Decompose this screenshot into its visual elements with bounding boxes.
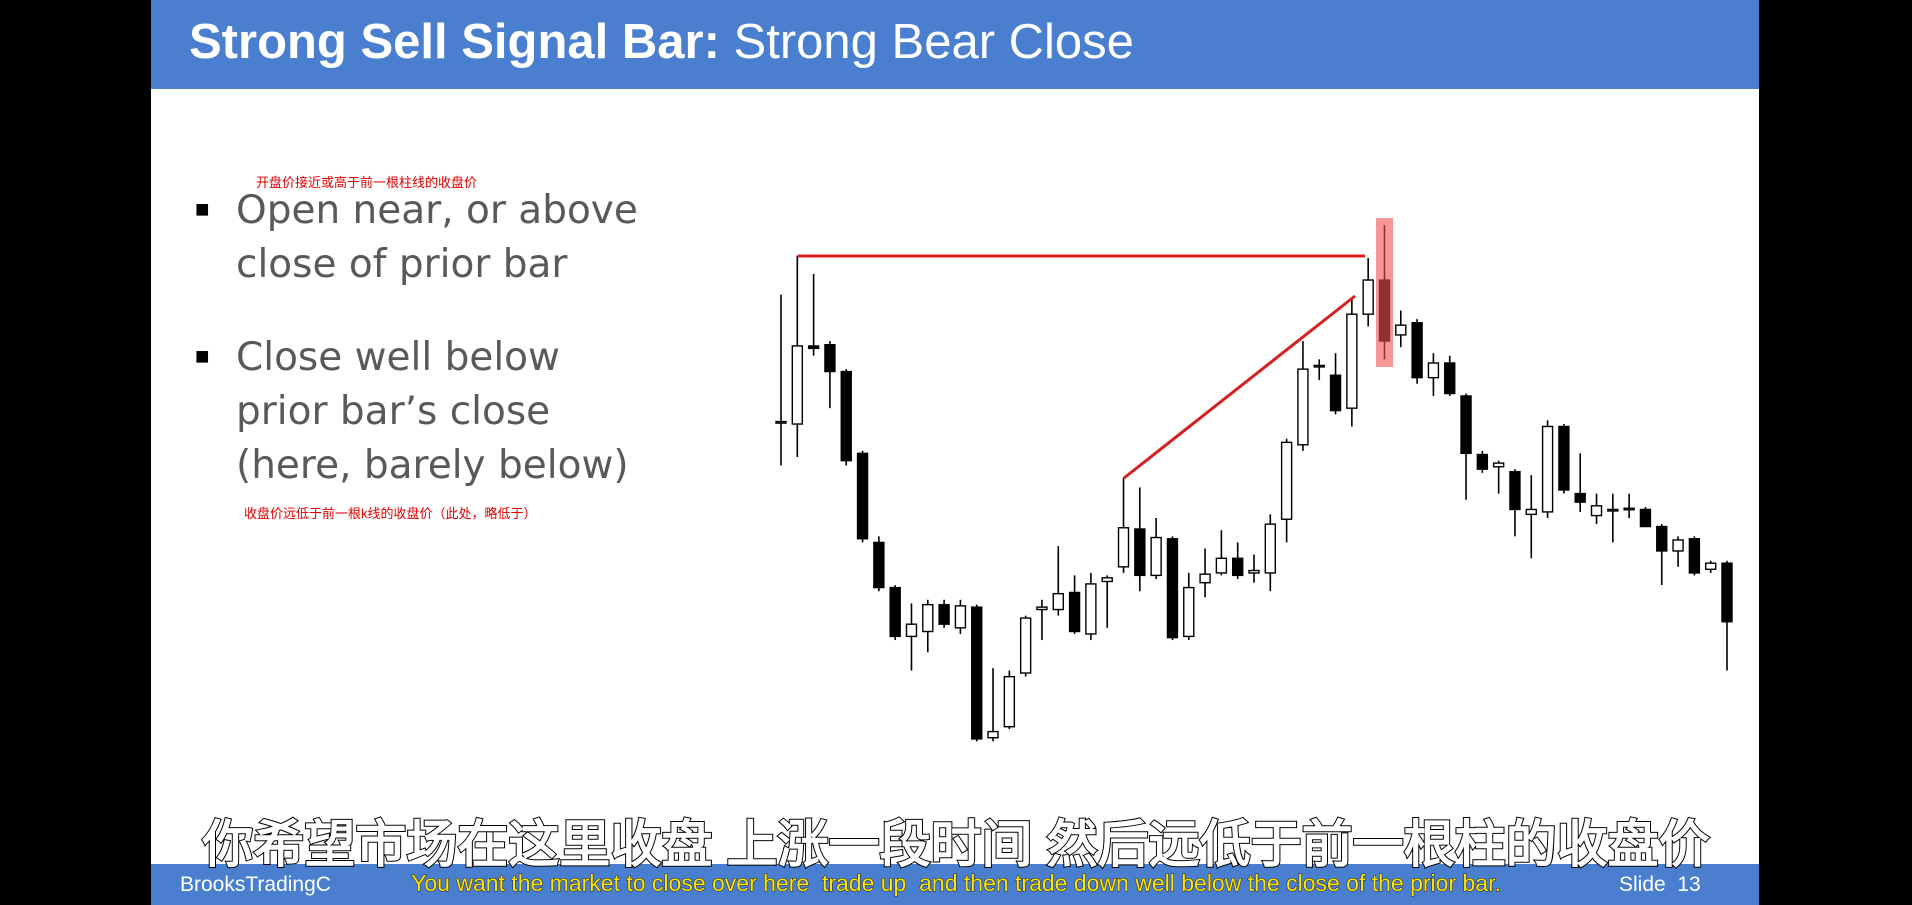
- candle-body: [1460, 395, 1472, 455]
- candle-body: [856, 452, 869, 540]
- candle-body: [1509, 470, 1521, 511]
- slide-number: Slide 13: [1619, 873, 1701, 896]
- candle-body: [1297, 368, 1309, 446]
- candle-body: [971, 606, 983, 740]
- slide: Strong Sell Signal Bar: Strong Bear Clos…: [151, 0, 1759, 905]
- candle-body: [1704, 562, 1717, 570]
- footer: BrooksTradingC Slide 13: [151, 864, 1759, 905]
- bullet-text: (here, barely below): [236, 443, 629, 488]
- candle-body: [1574, 492, 1586, 503]
- candle-body: [1313, 364, 1325, 368]
- subtitle-zh: 你希望市场在这里收盘 上涨一段时间 然后远低于前一根柱的收盘价: [201, 815, 1710, 874]
- candle-body: [1068, 591, 1081, 633]
- title-rest: Strong Bear Close: [733, 15, 1134, 69]
- candle-body: [1134, 528, 1146, 577]
- candle-body: [1329, 374, 1342, 412]
- candle-body: [1280, 441, 1293, 520]
- candle-body: [1019, 617, 1032, 674]
- candle-body: [922, 603, 934, 633]
- candle-body: [1166, 538, 1179, 639]
- candle-body: [1541, 425, 1554, 513]
- candle-body: [807, 345, 820, 350]
- candle-body: [1003, 675, 1016, 728]
- candle-body: [1656, 525, 1668, 552]
- candle-body: [791, 345, 804, 425]
- highlight-box: [1376, 218, 1393, 367]
- title-bar: Strong Sell Signal Bar: Strong Bear Clos…: [151, 0, 1759, 89]
- candle-body: [1395, 324, 1407, 336]
- bullet-text: Close well below: [236, 335, 560, 380]
- bullet-text: Open near, or above: [236, 188, 638, 233]
- candle-body: [824, 344, 836, 373]
- candle-body: [1427, 362, 1440, 379]
- candle-body: [1215, 557, 1228, 574]
- candle-body: [1672, 539, 1684, 552]
- candle-body: [1248, 569, 1260, 574]
- candle-body: [1346, 313, 1358, 409]
- candle-body: [775, 420, 787, 424]
- candle-body: [889, 586, 901, 638]
- candle-body: [1362, 279, 1374, 315]
- candle-body: [1117, 527, 1130, 568]
- candle-body: [1085, 583, 1097, 635]
- candle-body: [1444, 362, 1456, 395]
- candle-body: [1607, 508, 1619, 512]
- bullet-marker: ■: [195, 343, 210, 370]
- candle-body: [1231, 557, 1244, 577]
- candle-body: [1150, 536, 1162, 577]
- candle-body: [1476, 453, 1489, 470]
- candle-body: [1688, 538, 1701, 574]
- candle-body: [1492, 462, 1505, 468]
- title-bold: Strong Sell Signal Bar:: [189, 15, 720, 69]
- bullet-text: prior bar’s close: [236, 389, 551, 434]
- candle-body: [905, 623, 918, 638]
- candle-body: [938, 603, 950, 625]
- bullet-marker: ■: [195, 196, 210, 223]
- candle-body: [1264, 523, 1277, 574]
- candle-body: [987, 730, 999, 739]
- title: Strong Sell Signal Bar: Strong Bear Clos…: [189, 14, 1134, 70]
- subtitle-en: You want the market to close over here t…: [411, 870, 1502, 897]
- candle-body: [873, 541, 885, 589]
- candle-body: [1036, 606, 1048, 611]
- note: 开盘价接近或高于前一根柱线的收盘价: [256, 175, 478, 190]
- brand: BrooksTradingC: [180, 873, 331, 896]
- trend-line: [1123, 294, 1356, 480]
- candle-body: [954, 605, 967, 629]
- bullet-text: close of prior bar: [236, 242, 568, 287]
- candle-body: [1558, 425, 1570, 491]
- candle-body: [1590, 505, 1603, 517]
- candle-body: [1721, 562, 1733, 623]
- candle-body: [1101, 577, 1113, 583]
- candle-body: [1183, 586, 1195, 638]
- candle-body: [1411, 322, 1423, 379]
- candle-body: [1525, 508, 1537, 516]
- candle-body: [1639, 508, 1652, 528]
- candle-body: [1199, 573, 1211, 584]
- candle-body: [1052, 592, 1064, 611]
- candle-body: [1623, 507, 1635, 511]
- candle-body: [840, 370, 852, 462]
- note: 收盘价远低于前一根k线的收盘价（此处，略低于）: [244, 506, 537, 521]
